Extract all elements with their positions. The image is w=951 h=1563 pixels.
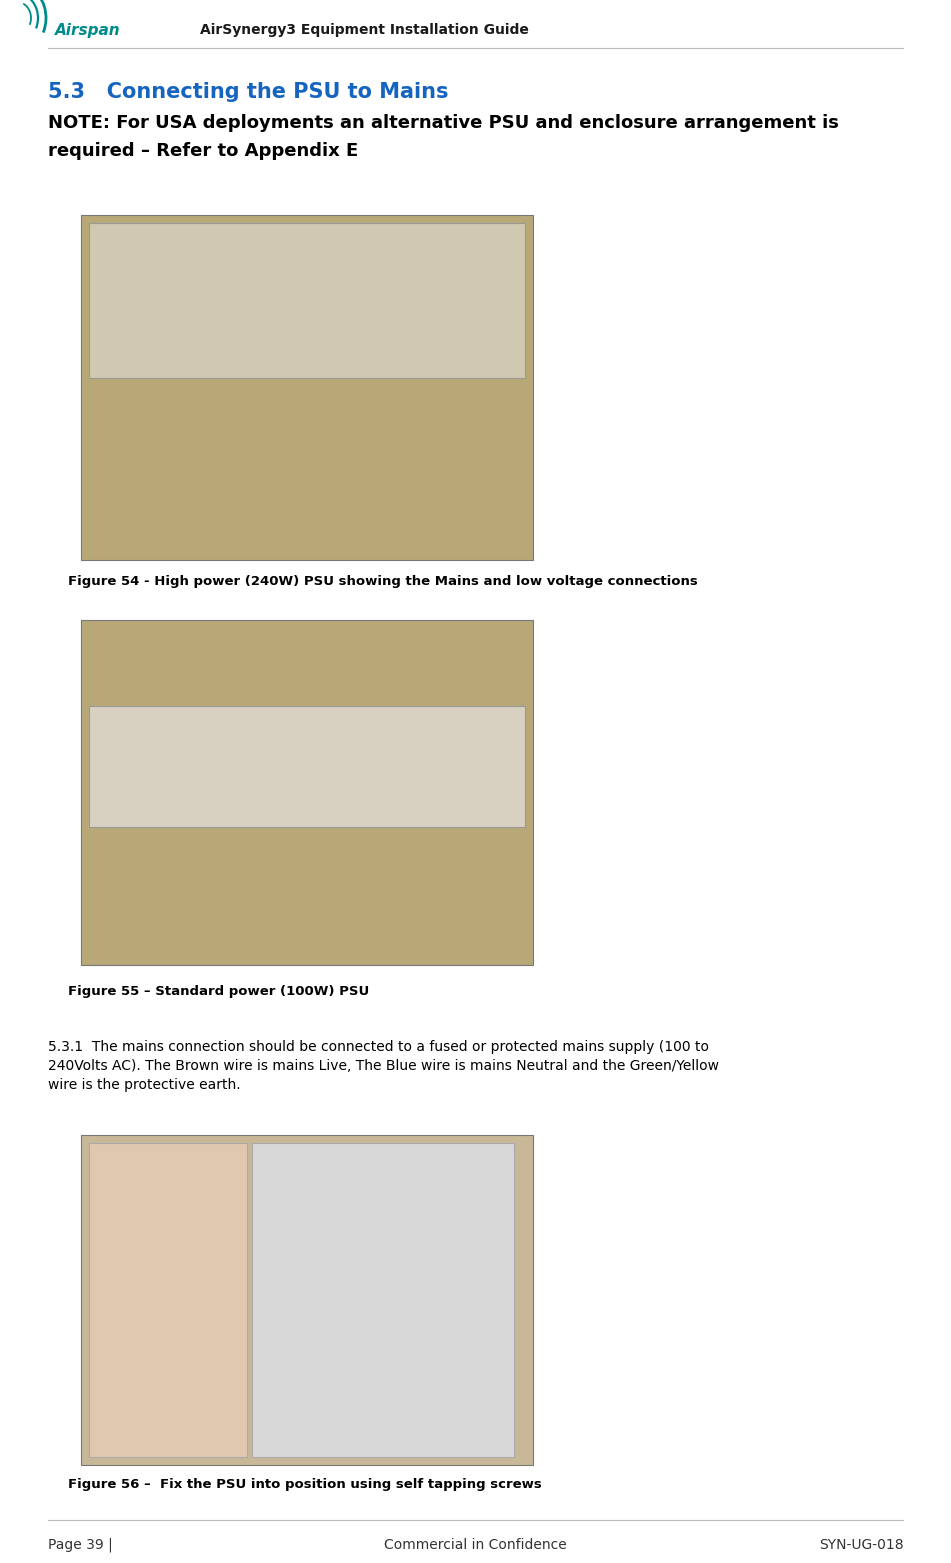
Bar — [81, 621, 533, 964]
Text: Figure 56 –  Fix the PSU into position using self tapping screws: Figure 56 – Fix the PSU into position us… — [68, 1479, 541, 1491]
Text: NOTE: For USA deployments an alternative PSU and enclosure arrangement is: NOTE: For USA deployments an alternative… — [48, 114, 839, 131]
Bar — [253, 1143, 514, 1457]
Bar — [81, 1135, 533, 1465]
Text: Commercial in Confidence: Commercial in Confidence — [384, 1538, 567, 1552]
Text: AirSynergy3 Equipment Installation Guide: AirSynergy3 Equipment Installation Guide — [200, 23, 529, 38]
Text: SYN-UG-018: SYN-UG-018 — [819, 1538, 903, 1552]
Bar — [88, 224, 525, 378]
Bar — [81, 216, 533, 560]
Text: 5.3   Connecting the PSU to Mains: 5.3 Connecting the PSU to Mains — [48, 81, 448, 102]
Text: Figure 55 – Standard power (100W) PSU: Figure 55 – Standard power (100W) PSU — [68, 985, 369, 999]
Text: 240Volts AC). The Brown wire is mains Live, The Blue wire is mains Neutral and t: 240Volts AC). The Brown wire is mains Li… — [48, 1060, 719, 1074]
Text: Airspan: Airspan — [55, 22, 121, 38]
Bar — [88, 706, 525, 827]
Text: Page 39 |: Page 39 | — [48, 1538, 112, 1552]
Text: 5.3.1  The mains connection should be connected to a fused or protected mains su: 5.3.1 The mains connection should be con… — [48, 1039, 708, 1053]
Text: Figure 54 - High power (240W) PSU showing the Mains and low voltage connections: Figure 54 - High power (240W) PSU showin… — [68, 575, 697, 588]
Text: wire is the protective earth.: wire is the protective earth. — [48, 1078, 241, 1093]
Bar — [88, 1143, 247, 1457]
Text: required – Refer to Appendix E: required – Refer to Appendix E — [48, 142, 358, 159]
